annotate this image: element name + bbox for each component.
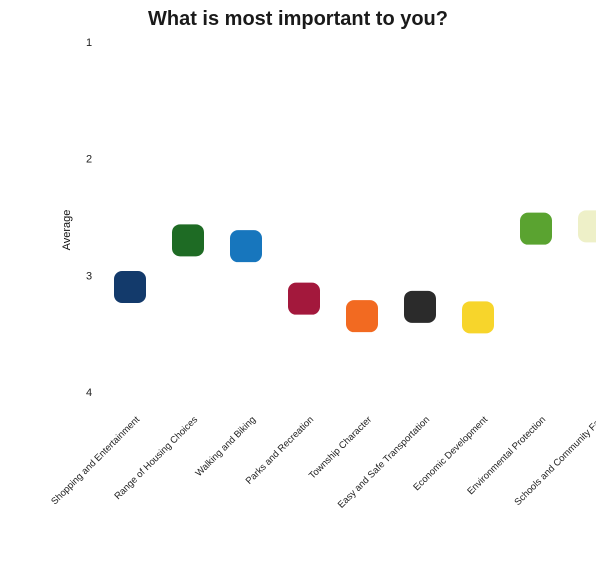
data-point <box>520 212 552 245</box>
data-point <box>346 300 378 333</box>
y-tick-label: 1 <box>86 37 92 49</box>
x-tick-label: Easy and Safe Transportation <box>336 414 432 510</box>
data-point <box>114 271 146 303</box>
y-axis-label: Average <box>61 210 73 251</box>
data-point <box>172 224 204 257</box>
data-point <box>462 301 494 334</box>
x-tick-label: Township Character <box>307 414 374 481</box>
x-tick-label: Walking and Biking <box>193 414 258 479</box>
data-point <box>288 282 320 315</box>
chart-title: What is most important to you? <box>148 8 448 30</box>
y-tick-label: 4 <box>86 387 92 399</box>
data-points <box>114 210 596 334</box>
x-tick-label: Schools and Community Fac <box>512 414 596 508</box>
data-point <box>578 210 596 243</box>
y-tick-labels: 1 2 3 4 <box>86 37 92 399</box>
data-point <box>230 230 262 263</box>
y-tick-label: 3 <box>86 270 92 282</box>
y-tick-label: 2 <box>86 154 92 166</box>
data-point <box>404 290 436 323</box>
